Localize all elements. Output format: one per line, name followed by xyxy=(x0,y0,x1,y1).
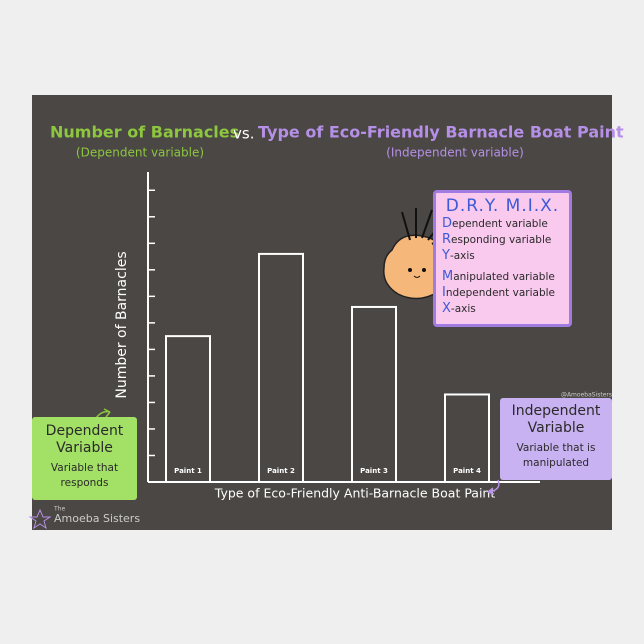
dry-mix-line: X-axis xyxy=(442,301,476,316)
x-tick-label: Paint 3 xyxy=(360,467,388,475)
y-axis-label: Number of Barnacles xyxy=(114,251,130,398)
box-text: Variable that is manipulated xyxy=(516,442,596,469)
title-dependent: Number of Barnacles xyxy=(50,123,239,142)
logo-name: Amoeba Sisters xyxy=(54,512,140,525)
x-axis-label: Type of Eco-Friendly Anti-Barnacle Boat … xyxy=(214,486,496,501)
subtitle-left: (Dependent variable) xyxy=(76,146,204,160)
bar xyxy=(444,393,490,484)
independent-box: Independent Variable Variable that is ma… xyxy=(500,398,612,480)
title-independent: Type of Eco-Friendly Barnacle Boat Paint xyxy=(258,123,624,142)
dependent-box: Dependent Variable Variable that respond… xyxy=(32,417,137,500)
dry-mix-box: D.R.Y. M.I.X. Dependent variable Respond… xyxy=(433,190,572,327)
arrow xyxy=(95,408,111,419)
title-vs: vs. xyxy=(233,125,254,143)
box-title: Dependent Variable xyxy=(45,423,124,456)
x-tick-label: Paint 1 xyxy=(174,467,202,475)
dry-mix-title: D.R.Y. M.I.X. xyxy=(445,196,560,216)
logo-star xyxy=(28,508,52,530)
dry-mix-line: Independent variable xyxy=(442,285,555,300)
logo-small: The xyxy=(53,506,65,513)
bar xyxy=(258,252,304,483)
dry-mix-line: Y-axis xyxy=(442,248,475,263)
dry-mix-line: Dependent variable xyxy=(442,216,548,231)
x-tick-label: Paint 2 xyxy=(267,467,295,475)
dry-mix-line: Manipulated variable xyxy=(442,269,555,284)
bar xyxy=(165,335,211,483)
bar xyxy=(351,305,397,483)
box-text: Variable that responds xyxy=(50,462,119,489)
arrow xyxy=(487,479,500,495)
dry-mix-line: Responding variable xyxy=(442,232,552,247)
handle: @AmoebaSisters xyxy=(561,392,612,399)
box-title: Independent Variable xyxy=(511,403,601,436)
subtitle-right: (Independent variable) xyxy=(386,146,524,160)
x-tick-label: Paint 4 xyxy=(453,467,481,475)
